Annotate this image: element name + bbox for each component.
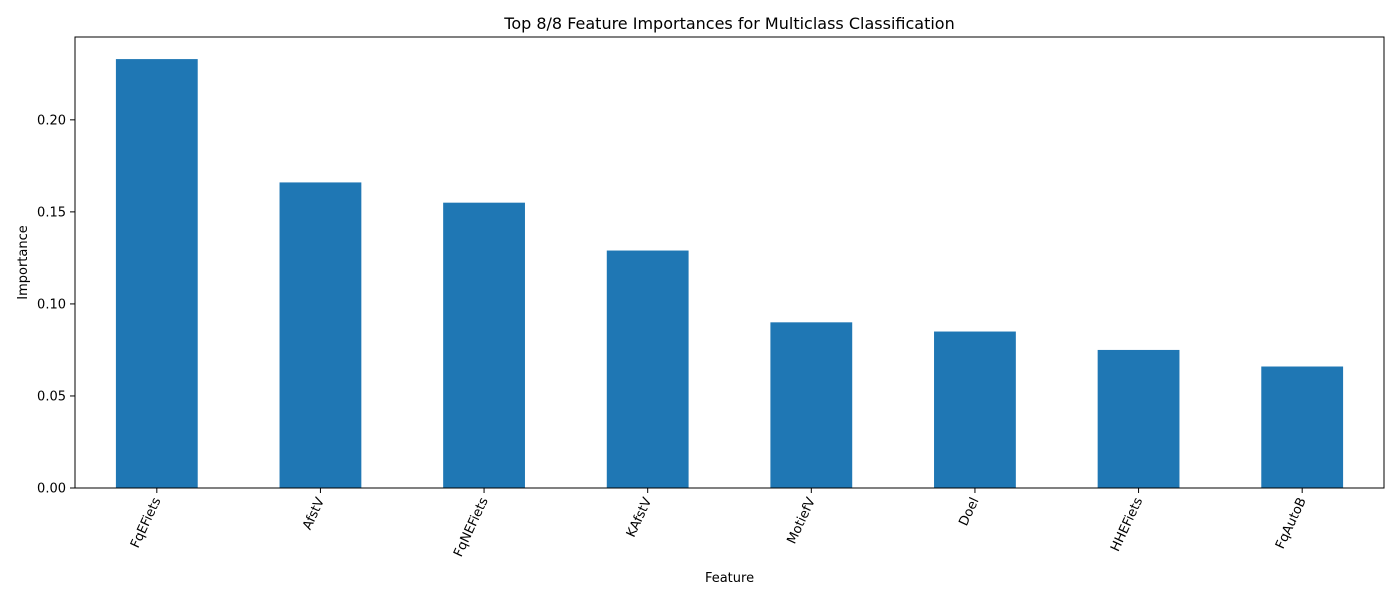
bar-fqefiets [115,59,198,489]
x-tick-label: HHEFiets [1108,495,1146,554]
bar-fqnefiets [443,202,525,488]
bars-group [115,59,1344,489]
y-tick-label: 0.10 [37,297,66,312]
chart-title: Top 8/8 Feature Importances for Multicla… [503,14,954,33]
y-tick-label: 0.20 [37,113,66,128]
bar-doel [934,331,1016,488]
y-axis: 0.00 0.05 0.10 0.15 0.20 [37,113,75,497]
x-tick-label: FqNEFiets [451,495,492,559]
x-tick-label: FqAutoB [1273,495,1310,551]
x-axis: FqEFiets AfstV FqNEFiets KAfstV MotiefV Doel H… [128,488,1310,559]
y-axis-label: Importance [16,225,31,300]
x-tick-label: Doel [956,495,982,528]
plot-frame [74,36,1385,489]
bar-hhefiets [1097,349,1180,488]
x-tick-label: KAfstV [624,495,655,540]
bar-fqautob [1261,366,1344,488]
bar-motiefv [770,322,853,488]
x-tick-label: FqEFiets [128,495,164,550]
x-tick-label: AfstV [300,495,328,532]
bar-kafstv [606,250,689,488]
y-tick-label: 0.05 [37,389,66,404]
y-tick-label: 0.00 [37,482,66,497]
x-tick-label: MotiefV [784,495,818,546]
x-axis-label: Feature [705,571,754,586]
bar-afstv [279,182,362,488]
y-tick-label: 0.15 [37,205,66,220]
